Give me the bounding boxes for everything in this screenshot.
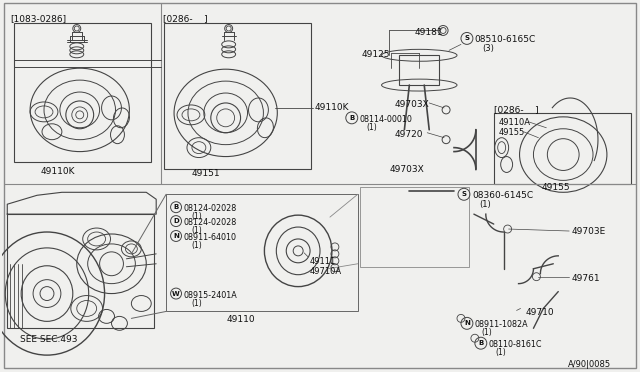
Text: 49110K: 49110K — [315, 103, 349, 112]
Text: (1): (1) — [479, 200, 491, 209]
Text: D: D — [173, 218, 179, 224]
Text: 49710: 49710 — [525, 308, 554, 317]
Text: (1): (1) — [191, 212, 202, 221]
Bar — [164, 23, 311, 170]
Text: (1): (1) — [191, 241, 202, 250]
Text: 49110K: 49110K — [41, 167, 75, 176]
Bar — [360, 187, 469, 267]
Text: (1): (1) — [482, 328, 493, 337]
Text: 08915-2401A: 08915-2401A — [184, 291, 237, 299]
Text: 49155: 49155 — [541, 183, 570, 192]
Bar — [399, 55, 439, 85]
Text: SEE SEC.493: SEE SEC.493 — [20, 335, 77, 344]
Text: N: N — [464, 320, 470, 326]
Bar — [166, 194, 358, 311]
Text: [0286-    ]: [0286- ] — [493, 105, 538, 114]
Text: 49181: 49181 — [414, 29, 443, 38]
Text: (1): (1) — [191, 226, 202, 235]
Text: (1): (1) — [367, 123, 378, 132]
Text: B: B — [173, 204, 179, 210]
Text: S: S — [465, 35, 469, 41]
Text: 08510-6165C: 08510-6165C — [475, 35, 536, 44]
Text: S: S — [461, 191, 467, 197]
Bar — [493, 113, 631, 185]
Text: W: W — [172, 291, 180, 296]
Text: [1083-0286]: [1083-0286] — [10, 15, 67, 23]
Text: 08124-02028: 08124-02028 — [184, 218, 237, 227]
Bar — [14, 23, 151, 161]
Text: 49110: 49110 — [227, 315, 255, 324]
Text: B: B — [478, 340, 483, 346]
Text: 49110A: 49110A — [499, 118, 531, 127]
Text: 49703X: 49703X — [394, 100, 429, 109]
Text: 08114-00010: 08114-00010 — [360, 115, 413, 124]
Text: 08124-02028: 08124-02028 — [184, 204, 237, 213]
Text: 08911-1082A: 08911-1082A — [475, 320, 529, 329]
Text: 49720: 49720 — [394, 130, 423, 139]
Text: A/90|0085: A/90|0085 — [568, 360, 611, 369]
Text: (1): (1) — [496, 348, 506, 357]
Bar — [7, 214, 154, 328]
Text: 49703X: 49703X — [390, 164, 424, 173]
Text: (1): (1) — [191, 298, 202, 308]
Text: 08911-64010: 08911-64010 — [184, 233, 237, 242]
Text: B: B — [349, 115, 355, 121]
Text: 49125: 49125 — [362, 50, 390, 59]
Text: 49155: 49155 — [499, 128, 525, 137]
Text: [0286-    ]: [0286- ] — [163, 15, 208, 23]
Text: N: N — [173, 233, 179, 239]
Text: 49710A: 49710A — [310, 267, 342, 276]
Text: (3): (3) — [482, 44, 493, 53]
Text: 49111: 49111 — [310, 257, 337, 266]
Text: 49151: 49151 — [191, 170, 220, 179]
Text: 49703E: 49703E — [571, 227, 605, 236]
Text: 08110-8161C: 08110-8161C — [489, 340, 542, 349]
Text: 08360-6145C: 08360-6145C — [472, 191, 533, 200]
Text: 49761: 49761 — [571, 274, 600, 283]
